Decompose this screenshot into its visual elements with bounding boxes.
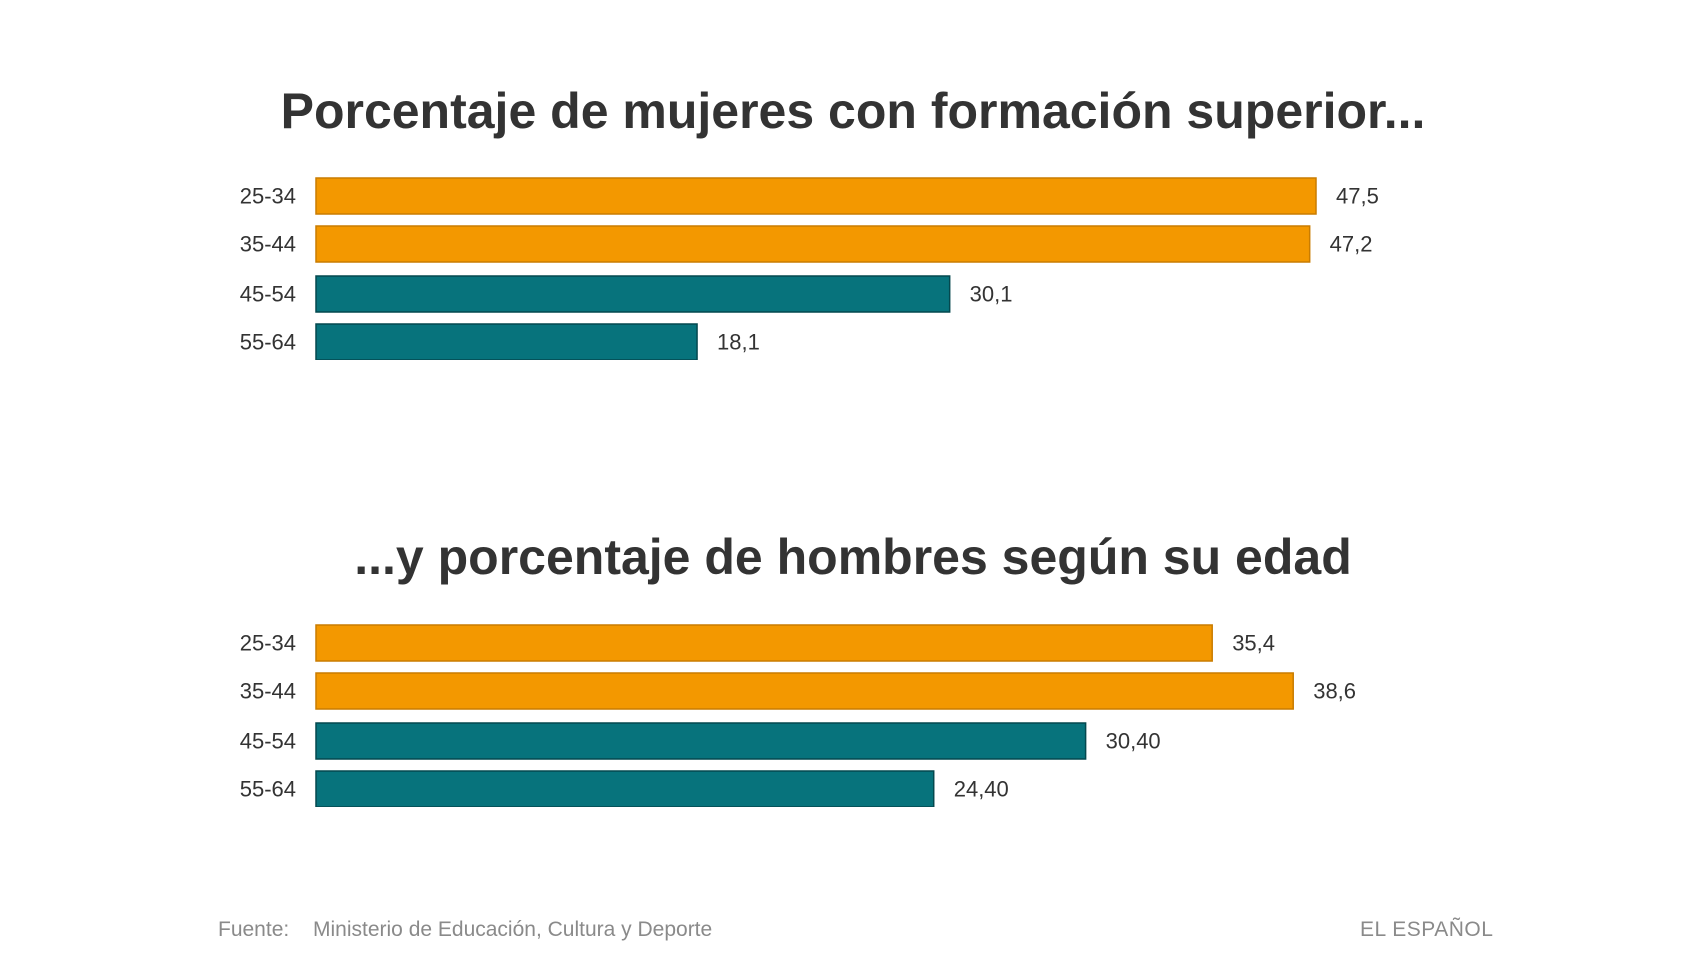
- category-label: 35-44: [240, 232, 296, 257]
- chart-title-women: Porcentaje de mujeres con formación supe…: [280, 83, 1426, 139]
- bar-chart-women: 25-34 47,5 35-44 47,2 45-54 30,1 55-64 18,1: [240, 177, 1379, 360]
- category-label: 55-64: [240, 330, 296, 355]
- bar-chart-men: 25-34 35,4 35-44 38,6 45-54 30,40 55-64 24,40: [240, 624, 1356, 807]
- category-label: 55-64: [240, 777, 296, 802]
- value-label: 30,1: [970, 282, 1013, 307]
- category-label: 25-34: [240, 184, 296, 209]
- bar: [315, 177, 1317, 215]
- bar: [315, 275, 951, 313]
- category-label: 35-44: [240, 679, 296, 704]
- value-label: 30,40: [1106, 729, 1161, 754]
- bar: [315, 722, 1087, 760]
- value-label: 38,6: [1313, 679, 1356, 704]
- chart-title-men: ...y porcentaje de hombres según su edad: [354, 529, 1352, 585]
- source-label: Fuente:: [218, 918, 290, 941]
- bar: [315, 770, 935, 807]
- category-label: 45-54: [240, 282, 296, 307]
- category-label: 25-34: [240, 631, 296, 656]
- bar: [315, 624, 1213, 662]
- brand-logo-text: EL ESPAÑOL: [1360, 918, 1494, 941]
- bar: [315, 323, 698, 360]
- category-label: 45-54: [240, 729, 296, 754]
- value-label: 24,40: [954, 777, 1009, 802]
- value-label: 35,4: [1232, 631, 1275, 656]
- value-label: 47,5: [1336, 184, 1379, 209]
- source-text: Ministerio de Educación, Cultura y Depor…: [313, 918, 713, 941]
- value-label: 47,2: [1330, 232, 1373, 257]
- value-label: 18,1: [717, 330, 760, 355]
- bar: [315, 672, 1294, 710]
- bar: [315, 225, 1311, 263]
